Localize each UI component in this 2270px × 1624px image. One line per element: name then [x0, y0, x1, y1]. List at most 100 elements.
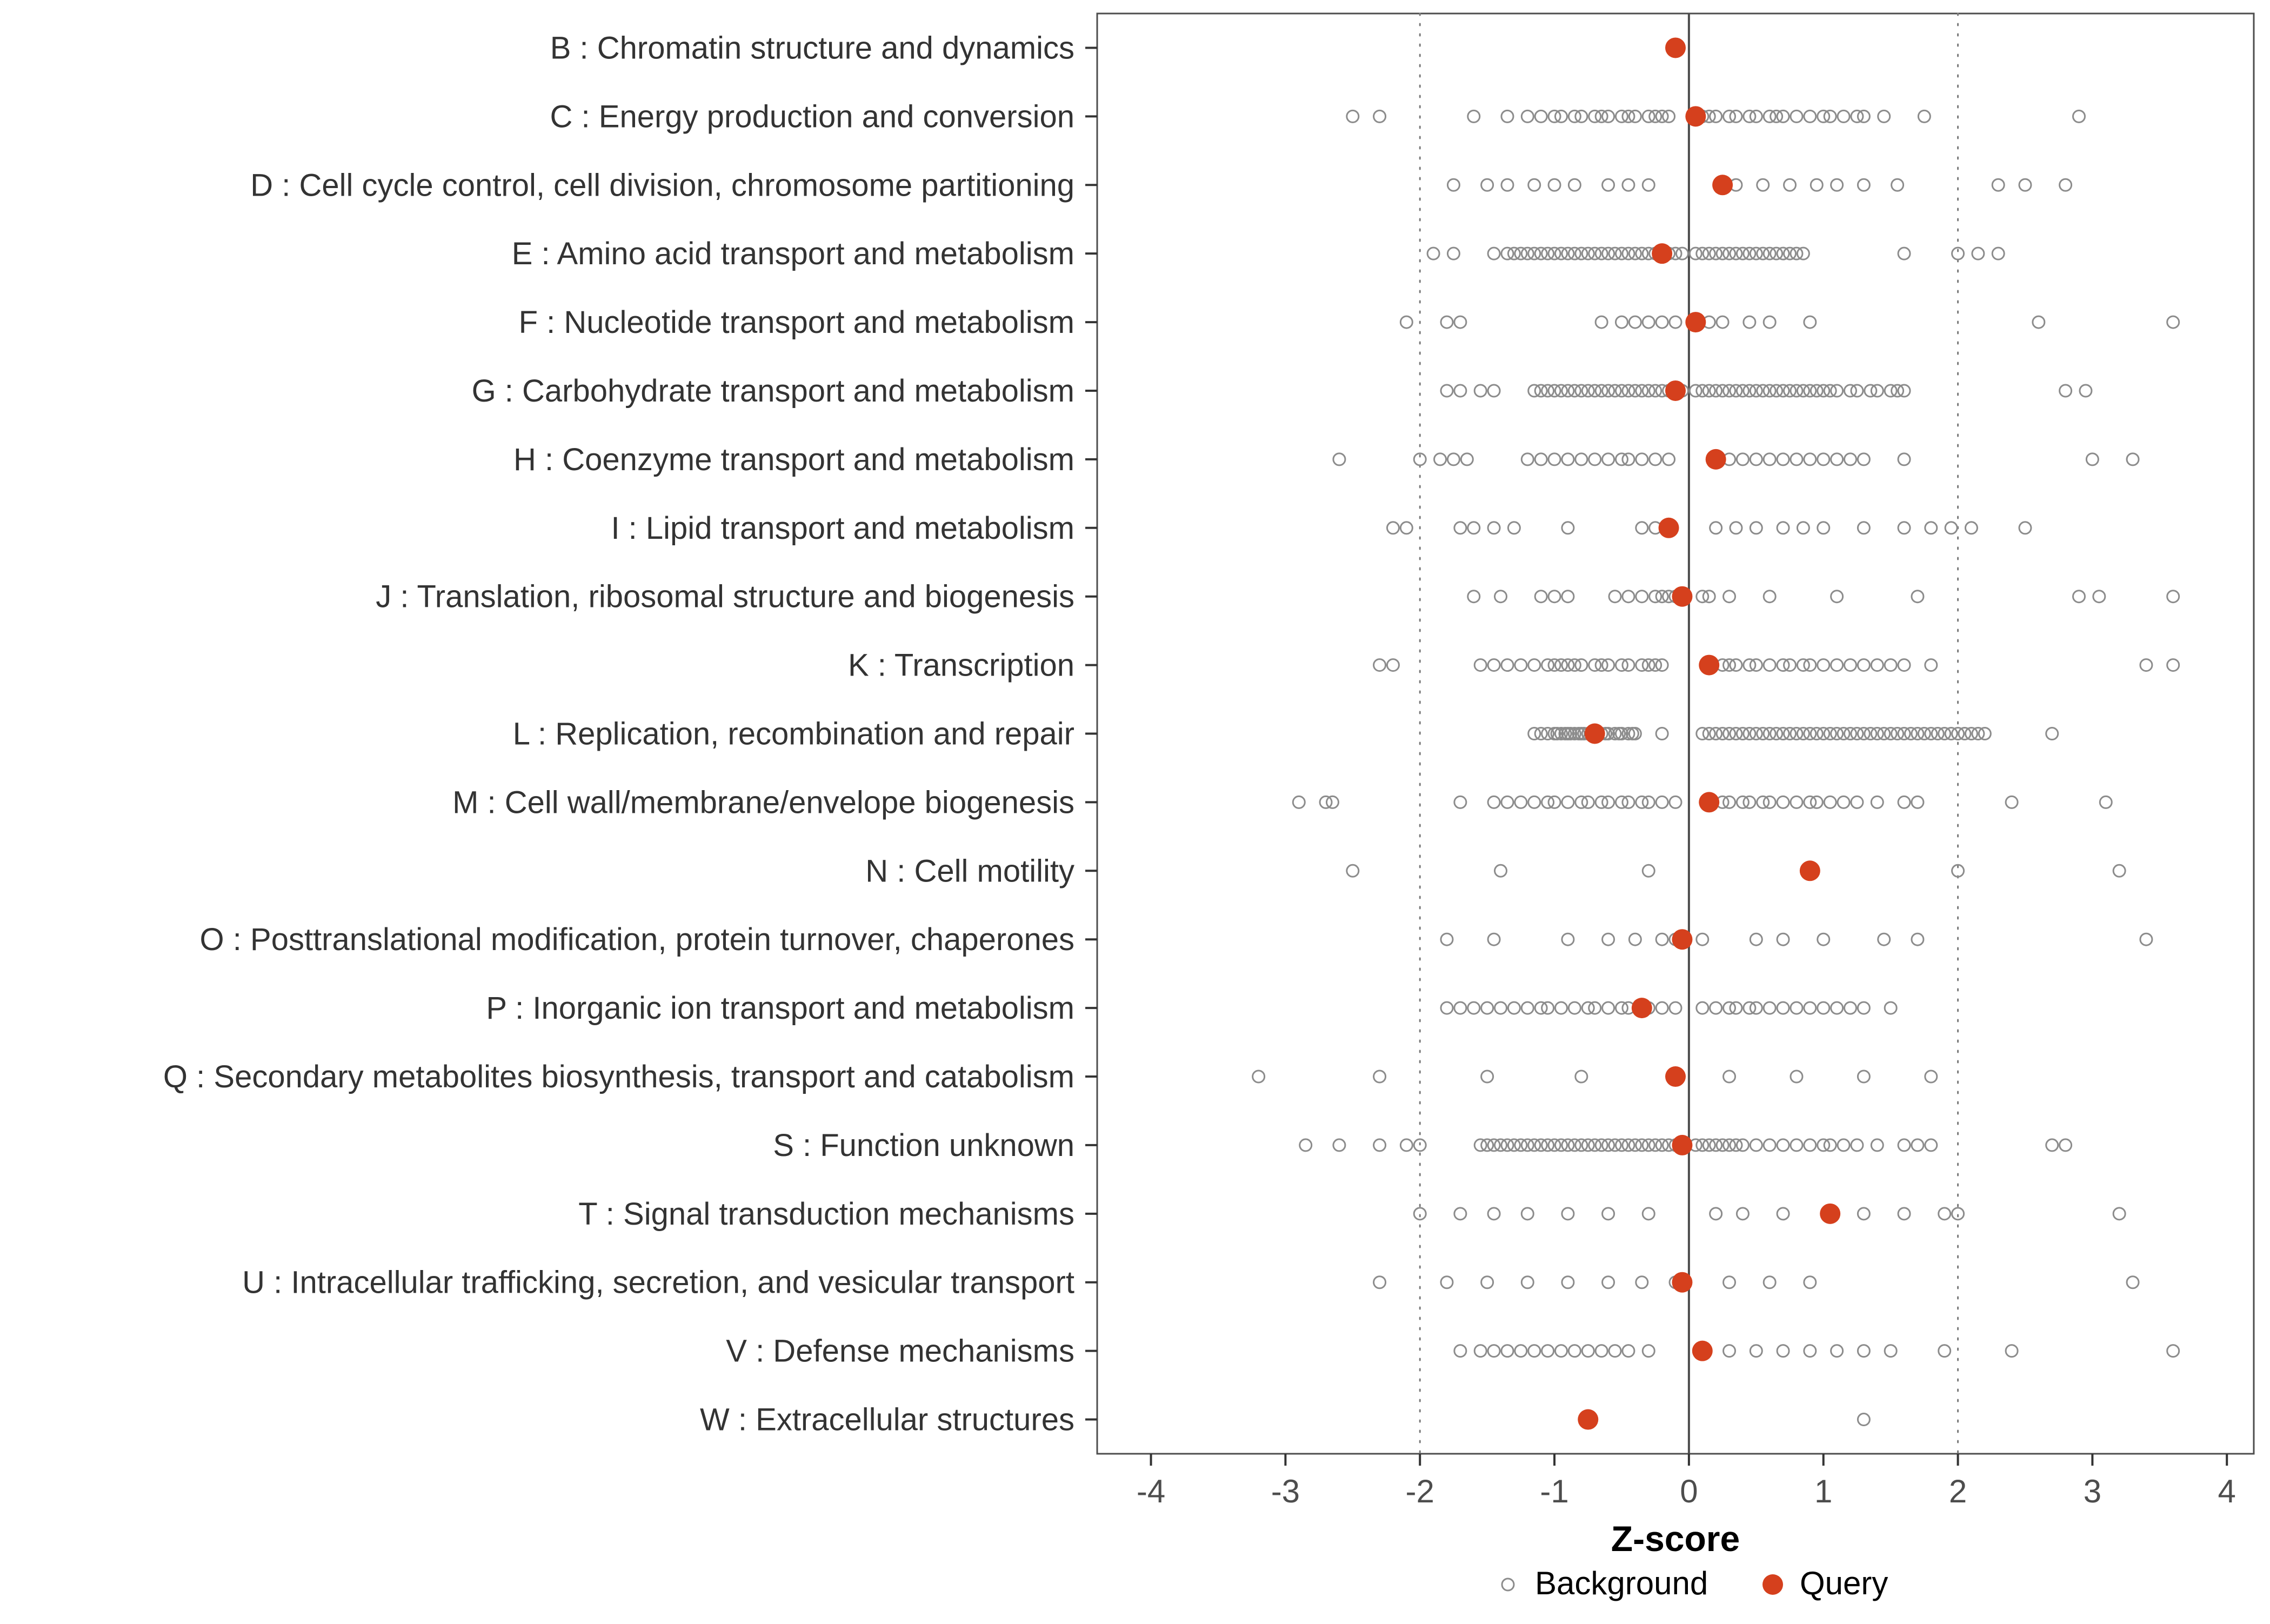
background-point — [1803, 795, 1817, 809]
background-point — [1850, 1138, 1864, 1152]
background-point — [1891, 178, 1905, 192]
background-point — [1770, 384, 1784, 398]
background-point — [1453, 795, 1467, 809]
background-point — [1776, 658, 1790, 672]
background-point — [1695, 246, 1710, 260]
y-axis-label: H : Coenzyme transport and metabolism — [513, 442, 1074, 477]
background-point — [1735, 1138, 1750, 1152]
background-point — [1709, 1001, 1723, 1015]
background-point — [1446, 452, 1460, 466]
background-point — [2059, 1138, 2073, 1152]
background-point — [1547, 658, 1561, 672]
background-point — [1729, 658, 1743, 672]
background-point — [1891, 384, 1905, 398]
background-point — [1487, 795, 1501, 809]
background-point — [1850, 795, 1864, 809]
background-point — [1675, 246, 1689, 260]
background-point — [1884, 1344, 1898, 1358]
query-point — [1665, 380, 1686, 401]
background-point — [1621, 178, 1635, 192]
background-point — [1796, 521, 1810, 535]
background-point — [1541, 384, 1555, 398]
background-point — [1655, 795, 1669, 809]
background-point — [1601, 1001, 1615, 1015]
background-point — [1857, 1413, 1871, 1427]
background-point — [1749, 727, 1763, 740]
y-axis-label: V : Defense mechanisms — [726, 1334, 1074, 1369]
background-point — [2139, 658, 2153, 672]
background-point — [1857, 1001, 1871, 1015]
background-point — [2139, 932, 2153, 946]
background-point — [1413, 1138, 1427, 1152]
background-point — [1917, 109, 1931, 123]
background-point — [1567, 1344, 1581, 1358]
query-point — [1799, 860, 1820, 881]
background-point — [1373, 1275, 1387, 1289]
background-point — [1574, 1138, 1588, 1152]
background-point — [1783, 658, 1797, 672]
background-point — [1944, 521, 1958, 535]
x-tick-label: 2 — [1949, 1473, 1967, 1509]
background-point — [1292, 795, 1306, 809]
background-point — [1655, 932, 1669, 946]
background-point — [1762, 1275, 1777, 1289]
background-point — [1776, 1344, 1790, 1358]
background-point — [1507, 521, 1521, 535]
background-point — [1823, 795, 1837, 809]
background-point — [1796, 727, 1810, 740]
background-point — [1722, 109, 1737, 123]
background-point — [2018, 521, 2032, 535]
background-point — [1601, 1275, 1615, 1289]
background-point — [1467, 521, 1481, 535]
background-point — [1715, 315, 1730, 329]
background-point — [2072, 109, 2086, 123]
background-point — [1877, 109, 1891, 123]
background-point — [1722, 384, 1737, 398]
background-point — [1621, 109, 1635, 123]
background-point — [1870, 658, 1884, 672]
background-point — [1601, 1207, 1615, 1221]
background-point — [1776, 1207, 1790, 1221]
background-point — [1742, 109, 1757, 123]
background-point — [1473, 384, 1487, 398]
background-point — [1790, 1001, 1804, 1015]
background-point — [1346, 109, 1360, 123]
background-point — [1655, 109, 1669, 123]
background-point — [1601, 384, 1615, 398]
background-point — [1574, 658, 1588, 672]
background-point — [2032, 315, 2046, 329]
background-point — [1783, 178, 1797, 192]
background-point — [1756, 178, 1770, 192]
background-point — [1628, 384, 1642, 398]
background-point — [1467, 1001, 1481, 1015]
legend-background-label: Background — [1535, 1565, 1708, 1601]
background-point — [1830, 658, 1844, 672]
background-point — [1864, 727, 1878, 740]
background-point — [1823, 109, 1837, 123]
background-point — [1991, 246, 2005, 260]
background-point — [1776, 452, 1790, 466]
background-point — [1810, 795, 1824, 809]
background-point — [1588, 246, 1602, 260]
y-axis-label: Q : Secondary metabolites biosynthesis, … — [163, 1059, 1074, 1094]
background-point — [1749, 1138, 1763, 1152]
background-point — [1547, 109, 1561, 123]
background-point — [1520, 452, 1534, 466]
background-point — [1594, 795, 1608, 809]
background-point — [1614, 1138, 1628, 1152]
background-point — [1567, 246, 1581, 260]
background-point — [1373, 1138, 1387, 1152]
background-point — [1776, 1001, 1790, 1015]
background-point — [1413, 452, 1427, 466]
y-axis-label: C : Energy production and conversion — [550, 99, 1074, 134]
background-point — [1514, 246, 1528, 260]
background-point — [1837, 727, 1851, 740]
background-point — [1884, 727, 1898, 740]
background-point — [1756, 246, 1770, 260]
background-point — [1601, 246, 1615, 260]
background-point — [1870, 384, 1884, 398]
background-point — [1554, 1001, 1568, 1015]
background-point — [1561, 932, 1575, 946]
background-point — [1473, 658, 1487, 672]
